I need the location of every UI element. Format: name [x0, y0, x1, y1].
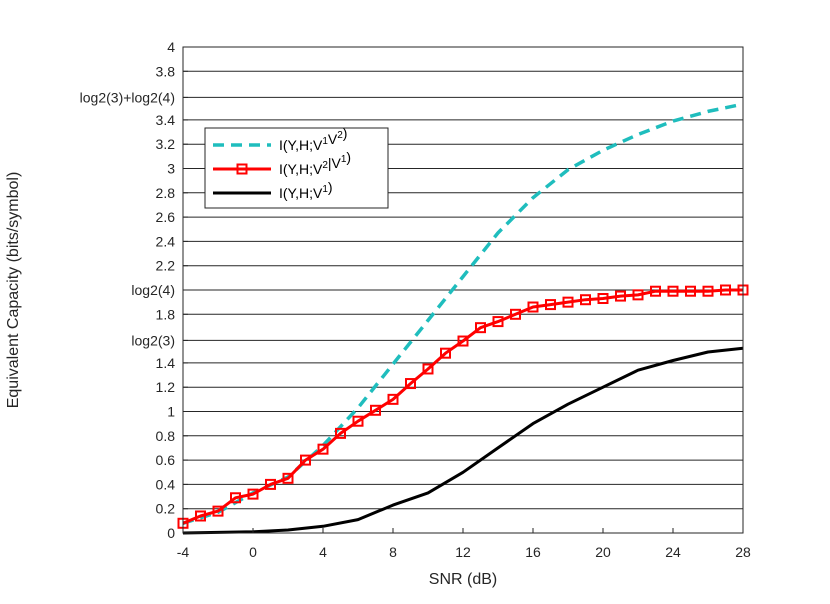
- data-point: [527, 301, 539, 313]
- grid-lines: [183, 46, 743, 534]
- y-tick-label: 1: [167, 404, 175, 420]
- x-tick-label: 4: [319, 544, 327, 560]
- legend-text-part: ): [328, 179, 333, 195]
- legend-text-part: ): [346, 149, 351, 165]
- data-point: [300, 454, 311, 466]
- data-point: [492, 316, 504, 328]
- legend-superscript: 1: [341, 154, 347, 165]
- x-tick-label: 16: [525, 544, 541, 560]
- data-point: [632, 289, 644, 301]
- legend-superscript: 1: [322, 136, 328, 147]
- x-tick-label: 12: [455, 544, 471, 560]
- y-tick-label: 0.2: [156, 501, 176, 517]
- y-tick-label: 1.2: [156, 379, 176, 395]
- legend-marker-sample: [236, 163, 248, 175]
- data-point: [650, 285, 661, 297]
- y-tick-label: log2(3)+log2(4): [80, 89, 175, 105]
- y-tick-label: 2.4: [156, 233, 176, 249]
- legend-text-part: I(Y,H;V: [279, 161, 323, 177]
- legend-text-part: |V: [328, 155, 342, 171]
- data-point: [335, 427, 346, 439]
- y-axis-label: Equivalent Capacity (bits/symbol): [5, 172, 22, 409]
- y-tick-label: 0: [167, 525, 175, 541]
- tick-layer: 0 0.2 0.4 0.6 0.8 1 1.2 1.4 log2(3) 1.8 log2(4) 2.2…: [80, 39, 751, 560]
- y-tick-label: log2(3): [131, 332, 175, 348]
- data-point: [685, 285, 696, 297]
- y-tick-label: 2.2: [156, 258, 176, 274]
- data-point: [352, 415, 364, 427]
- legend: I(Y,H;V1V2)I(Y,H;V2|V1)I(Y,H;V1): [204, 125, 389, 209]
- legend-text-part: I(Y,H;V: [279, 137, 323, 153]
- legend-entry-0: I(Y,H;V1V2): [279, 125, 347, 153]
- data-point: [247, 488, 259, 500]
- y-tick-label: 1.4: [156, 355, 176, 371]
- legend-text-part: ): [343, 125, 348, 141]
- data-point: [457, 335, 469, 347]
- data-point: [475, 322, 486, 334]
- data-point: [510, 308, 521, 320]
- y-tick-label: 0.4: [156, 476, 176, 492]
- legend-text-part: V: [328, 131, 338, 147]
- data-point: [405, 378, 416, 390]
- series-line-1: [182, 288, 743, 525]
- data-point: [562, 296, 574, 308]
- x-axis-label: SNR (dB): [429, 571, 497, 588]
- x-tick-label: 20: [595, 544, 611, 560]
- y-tick-label: 2.6: [156, 209, 176, 225]
- data-point: [212, 505, 224, 517]
- y-tick-label: 0.6: [156, 452, 176, 468]
- data-point: [667, 285, 679, 297]
- series-0: [182, 102, 744, 525]
- y-tick-label: 3.8: [156, 63, 176, 79]
- y-tick-label: 4: [167, 39, 175, 55]
- x-tick-label: 28: [735, 544, 751, 560]
- legend-entry-1: I(Y,H;V2|V1): [279, 149, 351, 177]
- x-tick-label: -4: [177, 544, 190, 560]
- y-tick-label: 3.4: [156, 112, 176, 128]
- data-point: [580, 294, 591, 306]
- data-point: [230, 492, 241, 504]
- data-point: [545, 299, 556, 311]
- data-point: [440, 347, 451, 359]
- series-layer: [177, 102, 749, 535]
- y-tick-label: 2.8: [156, 185, 176, 201]
- series-line-0: [182, 102, 744, 525]
- y-tick-label: 0.8: [156, 428, 176, 444]
- y-tick-label: 3.2: [156, 136, 176, 152]
- legend-entry-2: I(Y,H;V1): [279, 179, 333, 201]
- series-line-2: [182, 346, 744, 535]
- data-point: [195, 510, 206, 522]
- y-tick-label: 3: [167, 161, 175, 177]
- data-point: [370, 404, 381, 416]
- data-point: [282, 472, 294, 484]
- data-point: [422, 363, 434, 375]
- data-point: [387, 393, 399, 405]
- series-2: [182, 346, 744, 535]
- data-point: [317, 443, 329, 455]
- legend-text-part: I(Y,H;V: [279, 185, 323, 201]
- x-tick-label: 24: [665, 544, 681, 560]
- data-point: [720, 284, 731, 296]
- series-1: [177, 284, 749, 529]
- y-tick-label: 1.8: [156, 306, 176, 322]
- data-point: [265, 478, 276, 490]
- x-tick-label: 0: [249, 544, 257, 560]
- legend-superscript: 1: [322, 184, 328, 195]
- x-tick-label: 8: [389, 544, 397, 560]
- legend-superscript: 2: [337, 130, 343, 141]
- y-tick-label: log2(4): [131, 282, 175, 298]
- data-point: [702, 285, 714, 297]
- data-point: [597, 293, 609, 305]
- data-point: [615, 290, 626, 302]
- legend-superscript: 2: [322, 160, 328, 171]
